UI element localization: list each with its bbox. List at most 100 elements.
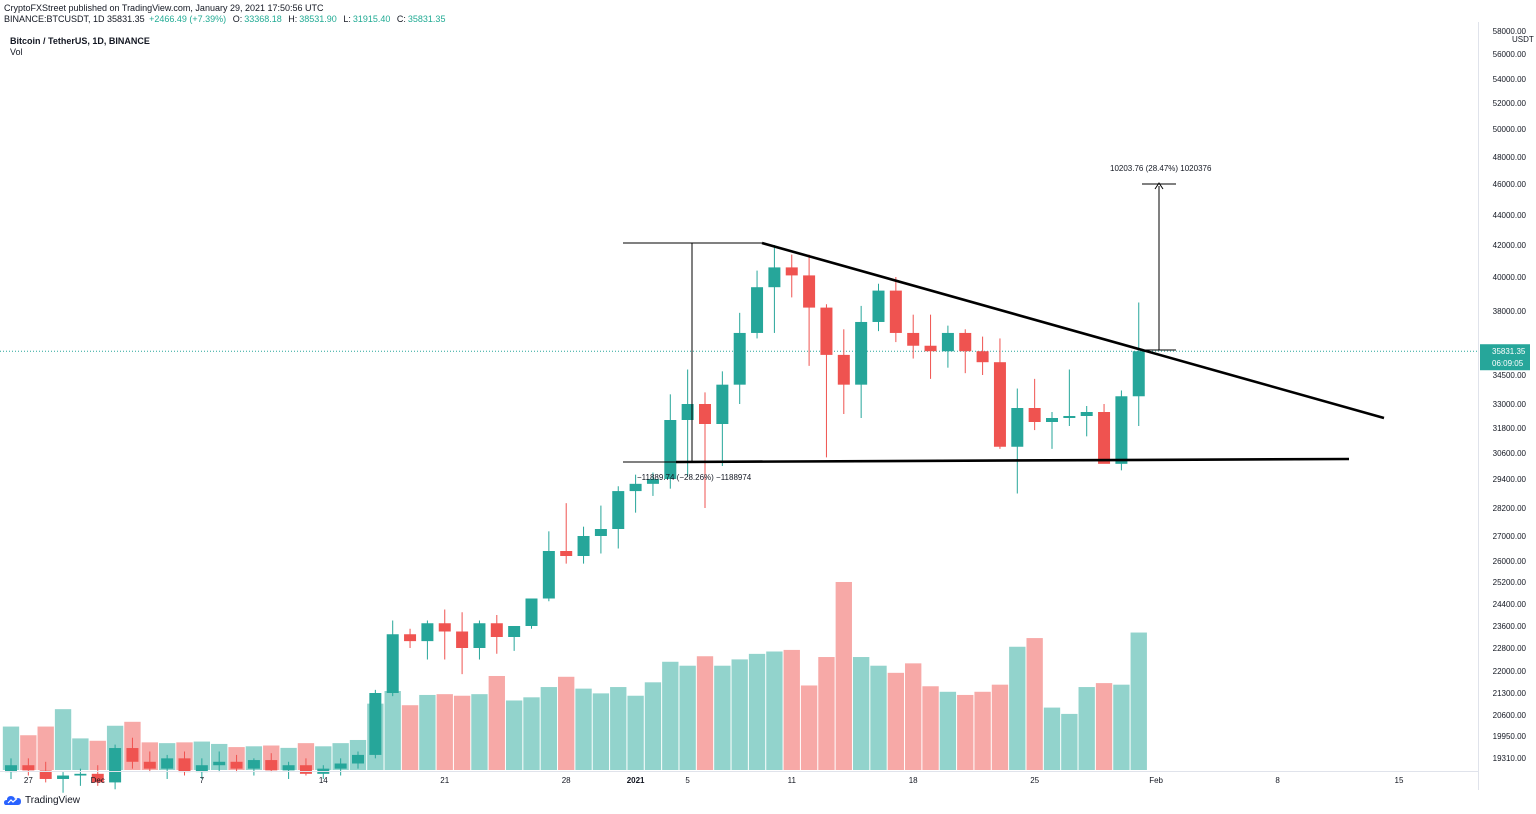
candle-body — [594, 529, 607, 536]
candle-body — [1080, 412, 1093, 416]
candle-body — [785, 267, 798, 276]
y-tick-label: 19310.00 — [1493, 754, 1527, 763]
volume-bar — [991, 684, 1009, 770]
y-tick-label: 40000.00 — [1493, 273, 1527, 282]
y-tick-label: 19950.00 — [1493, 732, 1527, 741]
volume-bar — [419, 694, 436, 770]
tradingview-cloud-icon — [4, 796, 21, 805]
candle-body — [195, 765, 208, 773]
volume-bar — [887, 672, 905, 770]
x-tick-label: 14 — [319, 776, 328, 785]
candle-body — [126, 748, 139, 762]
volume-bar — [37, 726, 54, 770]
y-tick-label: 58000.00 — [1493, 27, 1527, 36]
volume-bar — [297, 743, 315, 770]
y-tick-label: 22800.00 — [1493, 644, 1527, 653]
y-axis-unit: USDT — [1512, 35, 1534, 44]
target-arrowhead — [1154, 182, 1164, 190]
volume-bars — [2, 581, 1147, 770]
candle-body — [299, 765, 312, 774]
volume-label[interactable]: Vol — [10, 47, 23, 57]
y-tick-label: 44000.00 — [1493, 211, 1527, 220]
candle-body — [369, 693, 382, 755]
candle-body — [525, 598, 538, 626]
candle-body — [39, 770, 52, 779]
volume-bar — [679, 665, 696, 770]
candle-body — [803, 275, 816, 308]
volume-bar — [1061, 713, 1078, 770]
price-axis[interactable]: 58000.00 56000.00 54000.00 52000.00 50000.00… — [1493, 27, 1527, 763]
y-tick-label: 30600.00 — [1493, 449, 1527, 458]
last-price: 35831.35 — [107, 14, 145, 24]
x-tick-label: 21 — [440, 776, 449, 785]
candle-body — [386, 634, 399, 693]
x-tick-label: 28 — [562, 776, 571, 785]
candle-body — [91, 773, 104, 783]
candle-body — [334, 763, 347, 769]
volume-bar — [592, 693, 610, 770]
drawings[interactable]: −11889.74 (−28.26%) −1188974 10203.76 (2… — [623, 164, 1385, 482]
volume-bar — [436, 694, 453, 770]
volume-bar — [783, 649, 800, 770]
volume-bar — [505, 700, 523, 770]
candle-body — [768, 267, 781, 288]
triangle-upper-trendline[interactable] — [761, 241, 1385, 420]
y-tick-label: 31800.00 — [1493, 424, 1527, 433]
x-tick-label: Dec — [91, 776, 105, 785]
candle-body — [1046, 418, 1058, 422]
volume-bar — [401, 705, 419, 770]
x-tick-label: 5 — [685, 776, 690, 785]
y-tick-label: 33000.00 — [1493, 400, 1527, 409]
candle-body — [1098, 412, 1111, 464]
candle-body — [213, 761, 226, 766]
candle-body — [699, 404, 711, 424]
candle-body — [751, 287, 764, 333]
candle-body — [508, 626, 521, 637]
series-title[interactable]: Bitcoin / TetherUS, 1D, BINANCE — [10, 36, 150, 46]
y-tick-label: 23600.00 — [1493, 622, 1527, 631]
current-price-label: 35831.35 — [1492, 347, 1526, 356]
current-price-tag: 35831.35 06:09:05 — [1480, 344, 1530, 371]
candle-body — [907, 332, 920, 346]
tradingview-brand: TradingView — [25, 795, 81, 806]
x-tick-label: 27 — [24, 776, 33, 785]
volume-bar — [558, 676, 575, 770]
candle-body — [5, 765, 17, 773]
tradingview-logo[interactable]: TradingView — [4, 795, 80, 806]
x-tick-label: 11 — [788, 776, 797, 785]
candle-body — [733, 332, 746, 385]
y-tick-label: 22000.00 — [1493, 667, 1527, 676]
volume-bar — [20, 735, 37, 770]
candle-body — [664, 420, 677, 479]
y-tick-label: 56000.00 — [1493, 50, 1527, 59]
y-tick-label: 24400.00 — [1493, 600, 1527, 609]
candle-body — [646, 479, 659, 484]
volume-bar — [714, 665, 731, 770]
triangle-support-line[interactable] — [675, 457, 1350, 464]
measure-up-label: 10203.76 (28.47%) 1020376 — [1110, 164, 1212, 173]
volume-bar — [1130, 632, 1147, 770]
volume-bar — [193, 741, 211, 770]
candle-body — [612, 491, 625, 529]
current-price-tag-bg — [1480, 344, 1530, 371]
candle-body — [282, 765, 295, 771]
chart-header: CryptoFXStreet published on TradingView.… — [4, 3, 449, 25]
series-legend: Bitcoin / TetherUS, 1D, BINANCE Vol — [10, 36, 150, 58]
publish-line: CryptoFXStreet published on TradingView.… — [4, 3, 324, 13]
open-value: 33368.18 — [244, 14, 282, 24]
candle-body — [542, 551, 555, 599]
y-tick-label: 52000.00 — [1493, 99, 1527, 108]
candle-body — [490, 623, 503, 637]
candle-body — [993, 362, 1006, 447]
low-value: 31915.40 — [352, 14, 391, 24]
candle-body — [230, 761, 243, 769]
volume-bar — [870, 665, 887, 770]
candle-body — [265, 760, 278, 771]
y-tick-label: 46000.00 — [1493, 180, 1527, 189]
volume-bar — [818, 657, 835, 770]
time-axis[interactable]: 27 Dec 7 14 21 28 2021 5 11 18 25 Feb 8 15 — [24, 776, 1404, 785]
volume-bar — [523, 697, 540, 770]
volume-bar — [1078, 687, 1095, 770]
candle-body — [716, 384, 729, 424]
